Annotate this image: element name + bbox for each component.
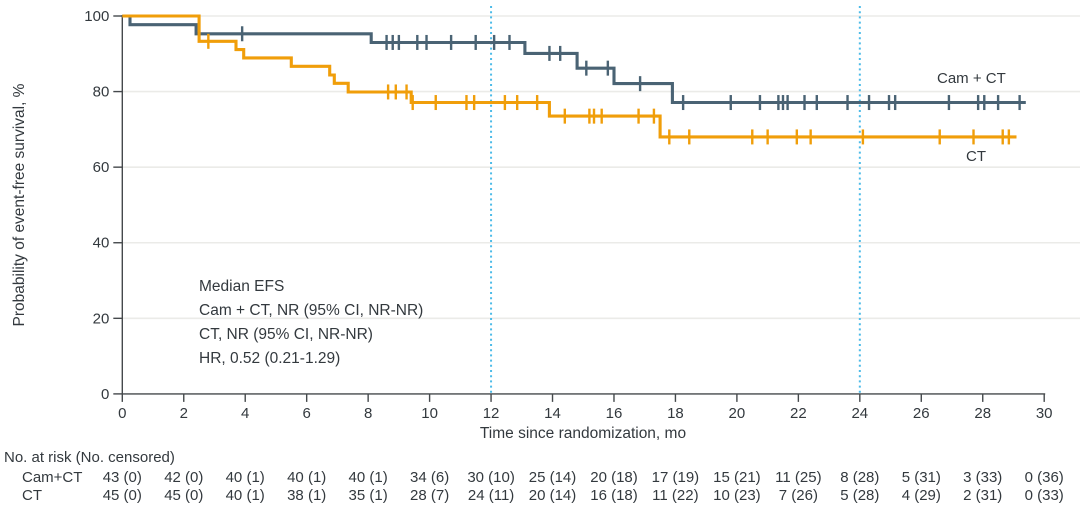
x-tick-label: 0 bbox=[118, 405, 126, 422]
x-axis-title: Time since randomization, mo bbox=[480, 425, 686, 442]
y-tick-label: 100 bbox=[84, 8, 109, 25]
curve-label-ct: CT bbox=[966, 148, 986, 165]
x-tick-label: 30 bbox=[1036, 405, 1053, 422]
y-axis-title: Probability of event-free survival, % bbox=[11, 83, 28, 326]
x-tick-label: 12 bbox=[483, 405, 500, 422]
annotation-line-4: HR, 0.52 (0.21-1.29) bbox=[199, 350, 340, 367]
x-tick-label: 24 bbox=[851, 405, 868, 422]
x-tick-label: 28 bbox=[974, 405, 991, 422]
y-tick-label: 20 bbox=[93, 310, 110, 327]
y-tick-label: 80 bbox=[93, 84, 110, 101]
annotation-line-1: Median EFS bbox=[199, 278, 284, 295]
x-tick-label: 20 bbox=[729, 405, 746, 422]
median-efs-annotation: Median EFS Cam + CT, NR (95% CI, NR-NR) … bbox=[199, 278, 423, 367]
gridlines bbox=[121, 15, 1080, 320]
y-tick-label: 60 bbox=[93, 159, 110, 176]
x-tick-label: 2 bbox=[180, 405, 188, 422]
axes bbox=[113, 15, 1046, 402]
x-tick-label: 8 bbox=[364, 405, 372, 422]
y-tick-label: 0 bbox=[101, 386, 109, 403]
x-tick-label: 6 bbox=[303, 405, 311, 422]
y-tick-label: 40 bbox=[93, 235, 110, 252]
x-tick-label: 4 bbox=[241, 405, 249, 422]
curve-label-cam-ct: Cam + CT bbox=[937, 70, 1006, 87]
x-tick-label: 18 bbox=[667, 405, 684, 422]
x-tick-label: 26 bbox=[913, 405, 930, 422]
survival-curve-ct bbox=[122, 14, 1017, 139]
x-tick-label: 14 bbox=[544, 405, 561, 422]
x-tick-label: 16 bbox=[606, 405, 623, 422]
survival-curve-cam-ct bbox=[122, 14, 1026, 105]
annotation-line-2: Cam + CT, NR (95% CI, NR-NR) bbox=[199, 302, 423, 319]
annotation-line-3: CT, NR (95% CI, NR-NR) bbox=[199, 326, 373, 343]
x-tick-label: 10 bbox=[421, 405, 438, 422]
reference-lines bbox=[490, 6, 861, 394]
x-tick-label: 22 bbox=[790, 405, 807, 422]
survival-curves bbox=[122, 14, 1026, 145]
